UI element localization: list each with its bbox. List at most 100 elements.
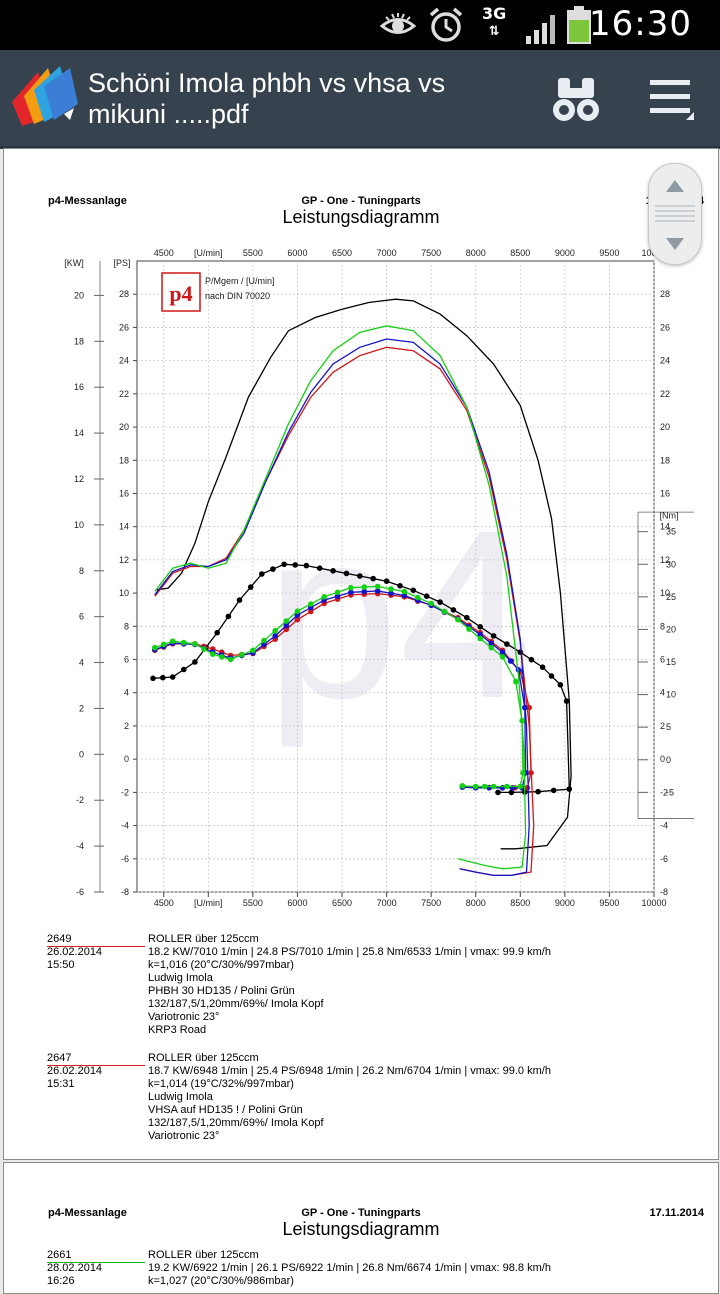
torque-marker [466,626,472,632]
binoculars-icon[interactable] [552,74,600,124]
kw-tick-label: 20 [74,290,84,300]
scroll-down-icon[interactable] [664,236,686,252]
record-line: ROLLER über 125ccm [148,933,259,945]
torque-marker [236,597,243,603]
kw-tick-label: 10 [74,520,84,530]
ps-tick-label-right: -6 [660,854,668,864]
record-line: Ludwig Imola [148,972,213,984]
kw-tick-label: 16 [74,382,84,392]
ps-tick-label-right: -2 [660,787,668,797]
torque-marker [201,646,207,652]
x-tick-label-bottom: 7500 [421,898,441,908]
record-line: 19.2 KW/6922 1/min | 26.1 PS/6922 1/min … [148,1262,551,1274]
torque-marker [566,786,573,792]
torque-marker [272,627,279,634]
clock: 16:30 [589,4,692,44]
x-tick-label-top: 8500 [510,248,530,258]
torque-marker [283,622,290,629]
ps-tick-label-right: 26 [660,322,670,332]
torque-marker [334,593,341,599]
torque-marker [528,656,535,663]
ps-tick-label: 16 [119,488,129,498]
torque-marker [535,788,541,795]
ps-tick-label: -2 [121,787,129,797]
torque-marker [423,593,430,599]
scroll-up-icon[interactable] [664,178,686,194]
torque-marker [294,612,301,618]
torque-marker [334,589,341,596]
kw-tick-label: 4 [79,658,84,668]
x-tick-label-bottom: 4500 [154,898,174,908]
torque-marker [504,641,510,647]
torque-marker [361,584,368,590]
page-subtitle: Leistungsdiagramm [282,207,440,227]
record-details: ROLLER über 125ccm 18.2 KW/7010 1/min | … [148,933,551,1037]
ps-tick-label: 0 [124,754,129,764]
torque-marker [210,651,216,657]
torque-marker [481,783,488,790]
record-id: 2661 [47,1249,145,1263]
p4-logo-text: p4 [169,281,192,306]
torque-marker [330,568,336,574]
record-line: 132/187,5/1,20mm/69%/ Imola Kopf [148,998,324,1010]
record-line: k=1,014 (19°C/32%/997mbar) [148,1078,294,1090]
legend-line-1: P/Mgem / [U/min] [205,276,275,286]
ps-tick-label-right: -4 [660,821,668,831]
torque-marker [563,698,570,704]
torque-marker [526,704,532,711]
torque-marker [388,590,394,597]
pdf-page-2[interactable]: p4-Messanlage GP - One - Tuningparts Lei… [3,1162,719,1294]
ps-tick-label-right: 22 [660,389,670,399]
record-line: k=1,027 (20°C/30%/986mbar) [148,1275,294,1287]
nm-tick-label: 20 [666,624,676,634]
record-line: KRP3 Road [148,1024,207,1036]
torque-marker [548,673,555,679]
torque-marker [477,635,484,642]
kw-axis-label: [KW] [64,258,84,268]
record-line: Ludwig Imola [148,1091,213,1103]
kw-tick-label: -2 [76,795,84,805]
torque-marker [361,588,368,595]
torque-marker [374,583,381,590]
x-tick-label-top: 7000 [377,248,397,258]
kw-tick-label: 18 [74,336,84,346]
torque-marker [528,770,534,776]
page-header-date: 17.11.2014 [649,1207,704,1219]
page-scroll-control[interactable] [648,163,702,265]
torque-marker [160,641,167,648]
nm-tick-label: -5 [666,787,674,797]
menu-icon[interactable] [648,78,696,122]
torque-marker [415,594,421,601]
torque-marker [513,678,519,685]
torque-marker [450,607,457,613]
record-id: 2649 [47,933,145,947]
torque-marker [383,578,390,584]
torque-marker [281,561,287,568]
torque-marker [308,601,314,607]
scroll-grip-icon[interactable] [655,204,695,224]
ps-tick-label: 24 [119,356,129,366]
pdf-page-1[interactable]: p4-Messanlage GP - One - Tuningparts Lei… [3,148,719,1160]
document-title: Schöni Imola phbh vs vhsa vs mikuni ....… [88,68,446,129]
x-tick-label-top: 6000 [287,248,307,258]
app-logo-icon[interactable] [8,64,80,130]
torque-marker [321,594,328,600]
torque-marker [490,633,497,639]
network-type-label: 3G [482,4,507,23]
torque-marker [524,785,531,791]
page-header-left: p4-Messanlage [48,195,127,207]
torque-marker [488,640,495,647]
page-subtitle: Leistungsdiagramm [282,1219,440,1239]
torque-marker [169,674,176,680]
torque-marker [374,588,381,594]
kw-tick-label: 12 [74,474,84,484]
torque-marker [270,566,276,572]
kw-tick-label: 0 [79,749,84,759]
torque-marker [283,618,290,624]
torque-marker [357,573,363,579]
torque-marker [488,644,495,651]
torque-marker [477,631,484,638]
kw-tick-label: 6 [79,612,84,622]
x-tick-label-bottom: 6000 [287,898,307,908]
torque-marker [294,608,301,614]
